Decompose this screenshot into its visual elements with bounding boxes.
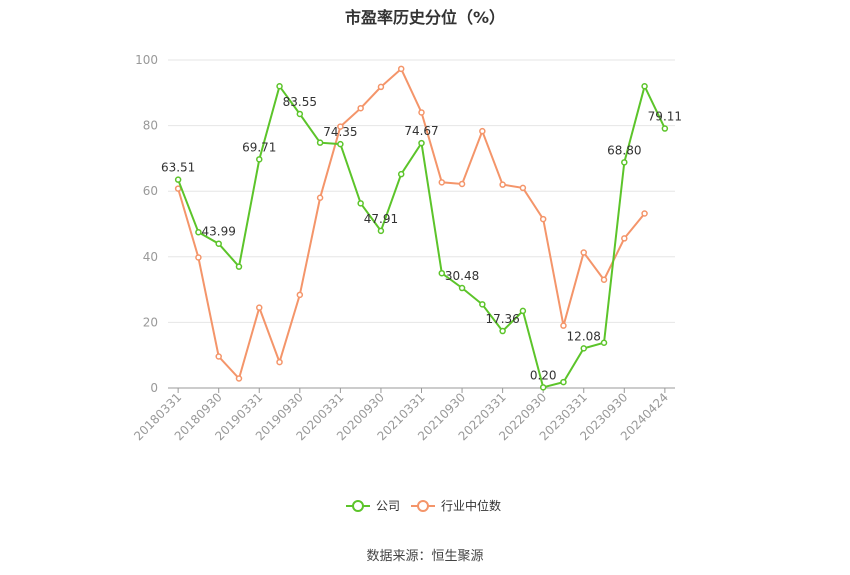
data-point — [580, 345, 587, 352]
data-point — [296, 291, 304, 299]
data-label: 0.20 — [530, 368, 557, 382]
x-axis: 2018033120180930201903312019093020200331… — [131, 387, 675, 443]
y-tick-label: 0 — [150, 381, 158, 395]
legend-label: 行业中位数 — [441, 498, 501, 513]
data-point — [316, 194, 324, 202]
data-point — [174, 176, 182, 183]
data-point — [357, 200, 364, 207]
data-point — [357, 104, 364, 112]
y-tick-label: 20 — [143, 315, 158, 329]
data-label: 47.91 — [364, 212, 398, 226]
y-tick-label: 80 — [143, 119, 158, 133]
data-label: 74.67 — [404, 124, 438, 138]
data-point — [600, 339, 608, 346]
data-point — [661, 125, 669, 132]
data-point — [438, 269, 446, 277]
legend-marker — [352, 500, 364, 512]
source-note: 数据来源：恒生聚源 — [366, 549, 484, 564]
data-point — [276, 358, 283, 366]
data-point — [458, 284, 466, 292]
data-point — [418, 109, 425, 116]
data-label: 83.55 — [283, 95, 317, 109]
data-point — [438, 179, 446, 186]
data-point — [296, 110, 304, 118]
data-point — [539, 215, 547, 223]
data-point — [397, 170, 405, 178]
data-point — [256, 304, 263, 311]
data-point — [499, 327, 506, 335]
data-label: 12.08 — [567, 329, 601, 343]
data-point — [560, 378, 567, 386]
data-point — [316, 139, 324, 146]
data-point — [479, 127, 486, 135]
data-point — [276, 82, 283, 90]
data-point — [397, 65, 405, 73]
data-point — [256, 156, 263, 163]
data-label: 69.71 — [242, 140, 276, 154]
data-point — [235, 263, 243, 270]
data-point — [458, 180, 466, 188]
data-labels: 63.51 43.99 69.71 83.55 74.35 47.91 74.67 30.48… — [161, 95, 682, 382]
data-label: 43.99 — [202, 225, 236, 239]
legend-marker — [417, 500, 429, 512]
data-point — [621, 159, 628, 166]
y-tick-label: 60 — [143, 184, 158, 198]
data-label: 63.51 — [161, 161, 195, 175]
data-point — [600, 276, 608, 284]
data-point — [641, 82, 648, 90]
data-point — [580, 249, 587, 256]
data-point — [377, 83, 385, 91]
legend: 公司 行业中位数 — [346, 498, 501, 513]
data-point — [215, 240, 222, 247]
data-label: 30.48 — [445, 269, 479, 283]
data-point — [499, 181, 506, 188]
data-label: 68.80 — [607, 143, 641, 157]
data-point — [235, 375, 243, 382]
data-point — [195, 228, 202, 236]
data-point — [215, 353, 222, 360]
data-point — [418, 139, 425, 147]
data-label: 17.36 — [485, 312, 519, 326]
data-point — [195, 254, 202, 261]
data-point — [519, 184, 527, 192]
data-point — [519, 307, 527, 315]
data-point — [560, 322, 567, 329]
data-point — [337, 140, 344, 148]
data-point — [621, 235, 628, 242]
data-point — [377, 227, 385, 235]
data-point — [479, 301, 486, 308]
data-label: 74.35 — [323, 125, 357, 139]
y-tick-label: 40 — [143, 250, 158, 264]
chart-title: 市盈率历史分位（%） — [344, 8, 506, 27]
data-point — [539, 384, 547, 391]
y-tick-label: 100 — [135, 53, 158, 67]
y-axis-ticks: 0 20 40 60 80 100 — [135, 53, 158, 395]
series-layer — [174, 65, 669, 391]
data-label: 79.11 — [648, 110, 682, 124]
legend-label: 公司 — [376, 499, 400, 513]
series-line-1 — [177, 67, 646, 381]
data-point — [337, 123, 344, 130]
data-point — [641, 210, 648, 217]
grid-lines — [168, 59, 675, 323]
